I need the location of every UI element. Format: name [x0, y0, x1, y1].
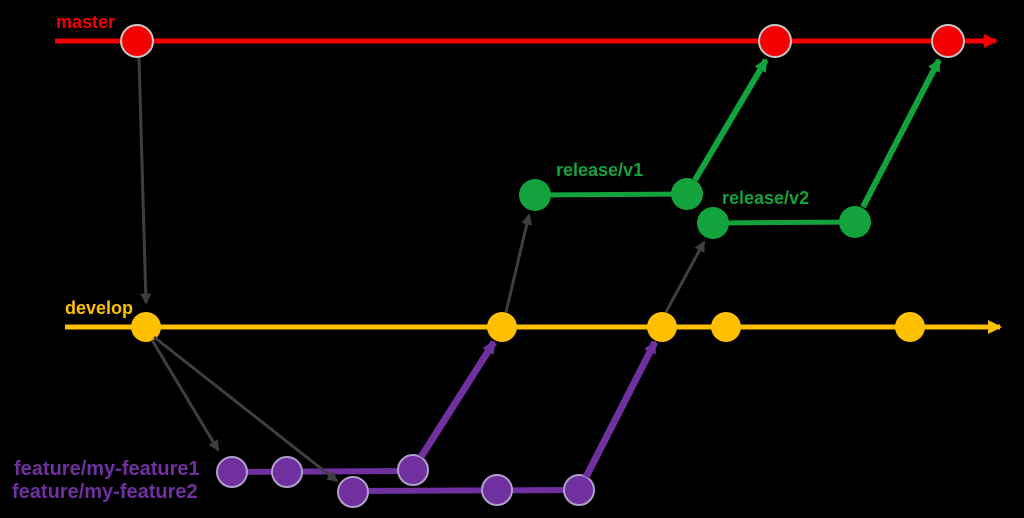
merge-release-v2-to-master: [860, 58, 942, 209]
commit-node-feature-my-feature1-2: [397, 454, 429, 486]
branch-line-release-v2: [712, 219, 856, 226]
commit-node-develop-1: [487, 312, 517, 342]
branch-develop-to-feature2: [153, 335, 339, 483]
commit-node-develop-4: [895, 312, 925, 342]
branch-label-develop: develop: [65, 298, 133, 318]
branch-line-feature-my-feature1: [231, 468, 414, 475]
commit-node-master-2: [931, 24, 965, 58]
commit-node-release-v2-1: [839, 206, 871, 238]
branch-master-to-develop: [137, 57, 152, 305]
commit-node-master-0: [120, 24, 154, 58]
branch-label-release-v2: release/v2: [722, 188, 809, 208]
commit-node-feature-my-feature2-2: [563, 474, 595, 506]
commit-node-feature-my-feature2-0: [337, 476, 369, 508]
commit-nodes-layer: [120, 24, 965, 508]
edges-layer: [137, 57, 942, 483]
branch-develop-to-release-v2: [664, 240, 706, 313]
merge-feature2-to-develop: [582, 340, 659, 479]
commit-node-feature-my-feature2-1: [481, 474, 513, 506]
commit-node-release-v2-0: [697, 207, 729, 239]
branch-label-release-v1: release/v1: [556, 160, 643, 180]
merge-feature1-to-develop: [418, 340, 497, 459]
branch-line-feature-my-feature2: [352, 487, 580, 494]
commit-node-develop-3: [711, 312, 741, 342]
commit-node-develop-2: [647, 312, 677, 342]
commit-node-release-v1-0: [519, 179, 551, 211]
branch-label-feature-my-feature2: feature/my-feature2: [12, 481, 198, 503]
commit-node-feature-my-feature1-1: [271, 456, 303, 488]
merge-release-v1-to-master: [692, 58, 769, 182]
commit-node-develop-0: [131, 312, 161, 342]
branch-label-feature-my-feature1: feature/my-feature1: [14, 458, 200, 480]
branch-develop-to-release-v1: [504, 213, 533, 313]
commit-node-release-v1-1: [671, 178, 703, 210]
labels-layer: master develop release/v1 release/v2 feature…: [12, 12, 809, 503]
branch-develop-to-feature1: [150, 339, 220, 452]
branch-label-master: master: [56, 12, 115, 32]
branch-lines-layer: [55, 34, 1003, 494]
commit-node-feature-my-feature1-0: [216, 456, 248, 488]
commit-node-master-1: [758, 24, 792, 58]
branch-line-release-v1: [534, 191, 688, 198]
